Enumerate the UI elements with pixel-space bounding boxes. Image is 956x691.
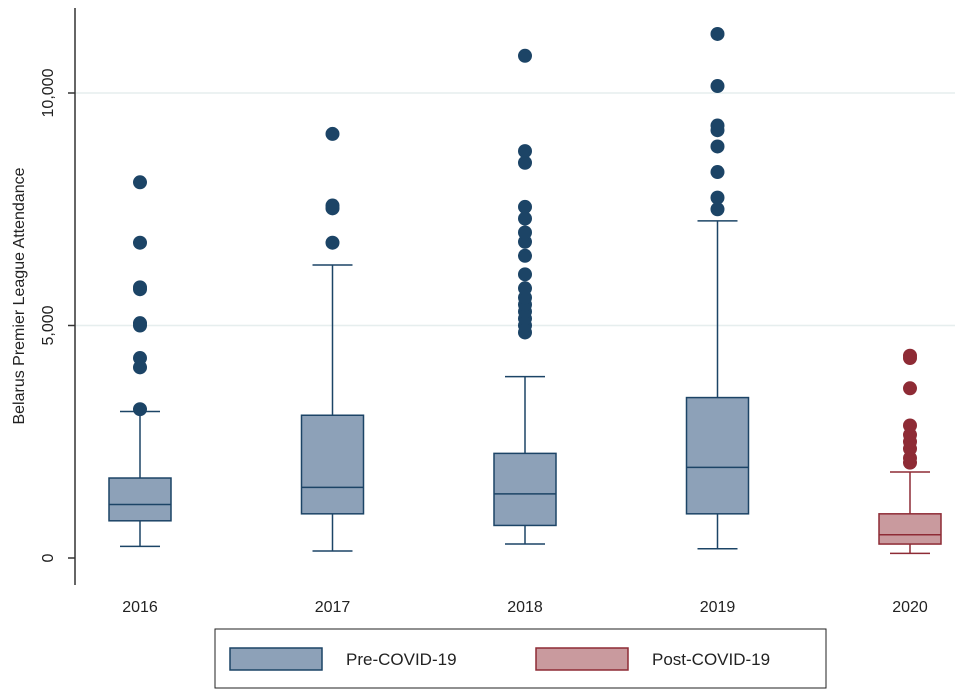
- y-tick-label: 5,000: [40, 305, 57, 345]
- outlier-point: [711, 191, 725, 205]
- outlier-point: [711, 27, 725, 41]
- outlier-point: [903, 349, 917, 363]
- gridlines: [75, 93, 955, 326]
- outlier-point: [133, 236, 147, 250]
- x-tick-label: 2017: [315, 599, 351, 616]
- outlier-point: [326, 199, 340, 213]
- box-2016: [109, 175, 171, 546]
- x-axis-tick-labels: 2016 2017 2018 2019 2020: [122, 599, 928, 616]
- legend-label-post-covid: Post-COVID-19: [652, 650, 770, 669]
- outlier-point: [711, 139, 725, 153]
- y-tick-label: 0: [40, 553, 57, 562]
- y-axis-ticks: 0 5,000 10,000: [40, 68, 75, 562]
- x-tick-label: 2018: [507, 599, 543, 616]
- outlier-point: [518, 200, 532, 214]
- outlier-point: [903, 418, 917, 432]
- outlier-point: [518, 49, 532, 63]
- y-axis-title: Belarus Premier League Attendance: [11, 167, 28, 424]
- box-2019: [687, 27, 749, 549]
- outlier-point: [133, 280, 147, 294]
- outlier-point: [518, 249, 532, 263]
- x-tick-label: 2019: [700, 599, 736, 616]
- legend-swatch-pre-covid: [230, 648, 322, 670]
- iqr-box: [879, 514, 941, 544]
- outlier-point: [711, 119, 725, 133]
- outlier-point: [903, 381, 917, 395]
- iqr-box: [109, 478, 171, 521]
- outlier-point: [518, 281, 532, 295]
- outlier-point: [518, 144, 532, 158]
- iqr-box: [687, 398, 749, 514]
- legend-label-pre-covid: Pre-COVID-19: [346, 650, 457, 669]
- outlier-point: [133, 175, 147, 189]
- boxes-layer: [109, 27, 941, 553]
- outlier-point: [133, 316, 147, 330]
- x-tick-label: 2020: [892, 599, 928, 616]
- outlier-point: [133, 402, 147, 416]
- iqr-box: [302, 415, 364, 514]
- y-tick-label: 10,000: [40, 68, 57, 117]
- outlier-point: [711, 165, 725, 179]
- legend-swatch-post-covid: [536, 648, 628, 670]
- box-2018: [494, 49, 556, 544]
- outlier-point: [326, 236, 340, 250]
- iqr-box: [494, 453, 556, 525]
- outlier-point: [326, 127, 340, 141]
- outlier-point: [518, 226, 532, 240]
- box-2017: [302, 127, 364, 551]
- legend: Pre-COVID-19 Post-COVID-19: [215, 629, 826, 688]
- outlier-point: [518, 267, 532, 281]
- outlier-point: [711, 79, 725, 93]
- x-tick-label: 2016: [122, 599, 158, 616]
- box-2020: [879, 349, 941, 554]
- outlier-point: [133, 351, 147, 365]
